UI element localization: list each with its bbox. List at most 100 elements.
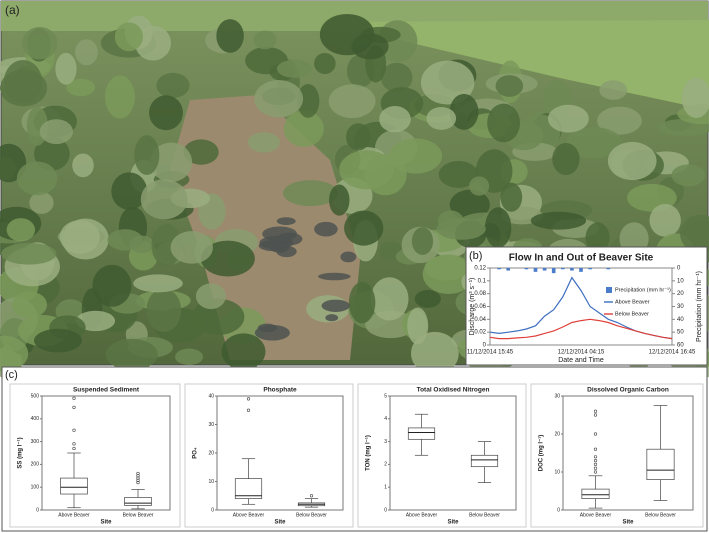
box xyxy=(407,427,436,440)
precip-bar xyxy=(579,268,583,272)
y-tick-label: 0 xyxy=(211,507,214,513)
precip-bar xyxy=(506,268,511,271)
x-axis-label: Site xyxy=(274,520,286,526)
y-tick-label: 10 xyxy=(554,469,560,475)
tree xyxy=(55,52,77,85)
tree xyxy=(681,77,709,119)
y-tick-label: 30 xyxy=(554,393,560,399)
outlier xyxy=(593,455,598,459)
outlier xyxy=(72,396,76,400)
tree xyxy=(329,184,350,216)
tree xyxy=(389,138,443,174)
y-tick-label: 0 xyxy=(557,507,560,513)
outlier xyxy=(246,397,251,401)
x-tick-label: 11/12/2014 15:45 xyxy=(467,350,514,356)
tree xyxy=(150,142,193,183)
plot-area xyxy=(562,395,694,511)
outlier xyxy=(593,447,598,451)
legend-swatch xyxy=(606,287,612,293)
precip-bar xyxy=(542,268,547,271)
outlier xyxy=(593,413,598,417)
chart-title: Phosphate xyxy=(263,387,297,394)
y-tick-label: 0 xyxy=(384,507,387,513)
x-axis-label: Site xyxy=(622,520,634,526)
tree xyxy=(296,83,320,118)
precip-bar xyxy=(560,268,565,270)
box xyxy=(60,477,88,495)
outlier xyxy=(136,478,140,482)
tree xyxy=(484,207,512,249)
legend-label: Below Beaver xyxy=(615,311,649,317)
box xyxy=(646,448,675,480)
y-tick-label: 200 xyxy=(31,462,40,468)
x-axis-label: Site xyxy=(100,520,112,526)
tree xyxy=(16,161,58,196)
pool xyxy=(340,251,357,263)
tree xyxy=(426,106,457,130)
series-line xyxy=(489,318,673,340)
tree xyxy=(328,84,376,119)
y-tick-label: 0.02 xyxy=(474,330,486,336)
tree xyxy=(175,348,204,366)
x-axis-label: Site xyxy=(447,520,459,526)
subplot-frame xyxy=(357,383,527,528)
tree xyxy=(221,333,266,370)
aerial-photo xyxy=(0,0,709,380)
outlier xyxy=(246,408,251,412)
outlier xyxy=(309,494,314,498)
x-tick-label: 12/12/2014 16:45 xyxy=(649,350,696,356)
outlier xyxy=(72,446,76,451)
tree xyxy=(411,227,434,255)
tree xyxy=(566,127,622,159)
y-tick-label: 0.06 xyxy=(474,304,486,310)
tree xyxy=(72,153,94,178)
tree xyxy=(487,103,521,143)
tree xyxy=(3,60,43,104)
tree xyxy=(370,277,409,321)
x-tick-label: Above Beaver xyxy=(406,512,438,518)
tree xyxy=(276,59,313,78)
pool xyxy=(321,299,350,312)
tree xyxy=(314,52,336,75)
tree xyxy=(365,310,416,339)
tree xyxy=(59,220,100,254)
pool xyxy=(269,241,290,253)
y-tick-label: 30 xyxy=(208,422,214,428)
tree xyxy=(134,25,171,61)
x-tick-label: Below Beaver xyxy=(123,512,154,518)
tree xyxy=(607,141,657,181)
x-tick-label: Below Beaver xyxy=(296,512,327,518)
tree xyxy=(34,328,82,353)
tree xyxy=(156,72,190,99)
outlier xyxy=(593,466,598,470)
tree xyxy=(438,161,479,188)
tree xyxy=(346,123,371,151)
outlier xyxy=(593,409,598,413)
y2-tick-label: 50 xyxy=(677,330,684,336)
tree xyxy=(348,281,376,324)
outlier xyxy=(593,470,598,474)
tree xyxy=(319,13,375,56)
legend-label: Above Beaver xyxy=(615,299,650,305)
tree xyxy=(75,39,98,66)
y-tick-label: 40 xyxy=(208,393,214,399)
tree xyxy=(6,218,36,242)
tree xyxy=(1,242,57,265)
precip-bar xyxy=(497,268,501,270)
tree xyxy=(105,338,158,371)
pool xyxy=(254,324,290,341)
panel-label: (c) xyxy=(5,369,18,381)
y-tick-label: 20 xyxy=(208,450,214,456)
y-tick-label: 1 xyxy=(384,485,387,491)
tree xyxy=(380,62,413,93)
outlier xyxy=(136,481,140,485)
tree xyxy=(146,288,182,333)
y2-tick-label: 0 xyxy=(677,266,681,272)
tree xyxy=(134,135,160,175)
tree xyxy=(107,229,143,251)
y-tick-label: 100 xyxy=(31,485,40,491)
y2-tick-label: 10 xyxy=(677,278,684,284)
